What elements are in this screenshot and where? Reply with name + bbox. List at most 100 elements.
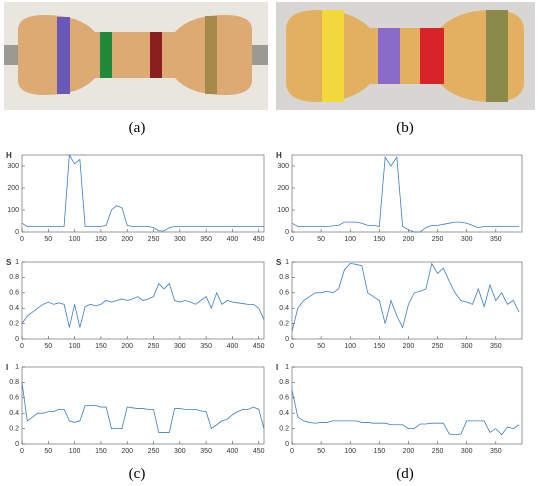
plot-frame bbox=[21, 366, 265, 445]
x-tick-label: 200 bbox=[403, 343, 415, 350]
y-tick-label: 0.8 bbox=[9, 274, 19, 281]
x-tick-label: 450 bbox=[253, 448, 265, 455]
y-tick-label: 0 bbox=[285, 441, 289, 448]
photo-a bbox=[4, 2, 268, 110]
x-tick-label: 450 bbox=[253, 236, 265, 243]
x-tick-label: 0 bbox=[290, 448, 294, 455]
x-tick-label: 150 bbox=[95, 448, 107, 455]
x-tick-label: 300 bbox=[174, 236, 186, 243]
x-tick-label: 200 bbox=[121, 448, 133, 455]
x-tick-label: 100 bbox=[344, 236, 356, 243]
plot-frame bbox=[291, 154, 523, 233]
x-tick-label: 300 bbox=[174, 448, 186, 455]
y-tick-label: 0 bbox=[15, 441, 19, 448]
x-tick-label: 0 bbox=[20, 448, 24, 455]
y-tick-label: 0.4 bbox=[9, 305, 19, 312]
y-tick-label: 0 bbox=[15, 229, 19, 236]
x-tick-label: 350 bbox=[490, 343, 502, 350]
y-tick-label: 100 bbox=[277, 207, 289, 214]
data-line bbox=[291, 390, 520, 436]
y-tick-label: 1 bbox=[285, 364, 289, 371]
x-tick-label: 50 bbox=[317, 343, 325, 350]
x-tick-label: 200 bbox=[121, 236, 133, 243]
x-tick-label: 50 bbox=[44, 236, 52, 243]
x-tick-label: 100 bbox=[69, 236, 81, 243]
data-line bbox=[291, 156, 520, 233]
axis-label: H bbox=[276, 151, 282, 160]
x-tick-label: 200 bbox=[403, 448, 415, 455]
y-tick-label: 0.8 bbox=[279, 379, 289, 386]
x-tick-label: 300 bbox=[461, 236, 473, 243]
x-tick-label: 100 bbox=[344, 448, 356, 455]
x-tick-label: 150 bbox=[95, 236, 107, 243]
y-tick-label: 300 bbox=[7, 163, 19, 170]
x-tick-label: 350 bbox=[490, 448, 502, 455]
plot-frame bbox=[21, 154, 265, 233]
y-tick-label: 0.6 bbox=[9, 395, 19, 402]
photo-b bbox=[276, 2, 535, 110]
y-tick-label: 0.6 bbox=[9, 290, 19, 297]
x-tick-label: 400 bbox=[227, 448, 239, 455]
x-tick-label: 300 bbox=[461, 343, 473, 350]
x-tick-label: 250 bbox=[432, 448, 444, 455]
data-line bbox=[21, 282, 265, 328]
axis-label: H bbox=[6, 151, 12, 160]
x-tick-label: 50 bbox=[317, 236, 325, 243]
axis-label: I bbox=[6, 363, 8, 372]
x-tick-label: 0 bbox=[290, 343, 294, 350]
y-tick-label: 0.2 bbox=[9, 425, 19, 432]
x-tick-label: 200 bbox=[403, 236, 415, 243]
x-tick-label: 400 bbox=[227, 236, 239, 243]
x-tick-label: 150 bbox=[373, 343, 385, 350]
x-tick-label: 150 bbox=[373, 236, 385, 243]
y-tick-label: 1 bbox=[285, 259, 289, 266]
x-tick-label: 300 bbox=[461, 448, 473, 455]
x-tick-label: 250 bbox=[432, 236, 444, 243]
x-tick-label: 0 bbox=[290, 236, 294, 243]
axis-label: S bbox=[276, 258, 282, 267]
caption: (a) bbox=[129, 120, 146, 136]
x-tick-label: 250 bbox=[148, 448, 160, 455]
caption: (d) bbox=[396, 466, 414, 482]
y-tick-label: 0.6 bbox=[279, 395, 289, 402]
x-tick-label: 150 bbox=[373, 448, 385, 455]
y-tick-label: 0.2 bbox=[279, 320, 289, 327]
y-tick-label: 0.6 bbox=[279, 290, 289, 297]
x-tick-label: 350 bbox=[490, 236, 502, 243]
y-tick-label: 0.8 bbox=[9, 379, 19, 386]
x-tick-label: 350 bbox=[200, 236, 212, 243]
x-tick-label: 200 bbox=[121, 343, 133, 350]
plot-frame bbox=[291, 366, 523, 445]
y-tick-label: 0.8 bbox=[279, 274, 289, 281]
x-tick-label: 250 bbox=[148, 236, 160, 243]
y-tick-label: 0.4 bbox=[279, 410, 289, 417]
axis-label: S bbox=[6, 258, 12, 267]
y-tick-label: 0.2 bbox=[279, 425, 289, 432]
x-tick-label: 150 bbox=[95, 343, 107, 350]
y-tick-label: 1 bbox=[15, 259, 19, 266]
y-tick-label: 0.4 bbox=[279, 305, 289, 312]
x-tick-label: 100 bbox=[69, 343, 81, 350]
x-tick-label: 350 bbox=[200, 343, 212, 350]
x-tick-label: 100 bbox=[344, 343, 356, 350]
y-tick-label: 1 bbox=[15, 364, 19, 371]
y-tick-label: 100 bbox=[7, 207, 19, 214]
x-tick-label: 250 bbox=[148, 343, 160, 350]
y-tick-label: 0 bbox=[285, 229, 289, 236]
x-tick-label: 0 bbox=[20, 236, 24, 243]
x-tick-label: 50 bbox=[44, 448, 52, 455]
y-tick-label: 200 bbox=[7, 185, 19, 192]
y-tick-label: 200 bbox=[277, 185, 289, 192]
plot-frame bbox=[291, 261, 523, 340]
y-tick-label: 0 bbox=[285, 336, 289, 343]
x-tick-label: 50 bbox=[317, 448, 325, 455]
axis-label: I bbox=[276, 363, 278, 372]
x-tick-label: 250 bbox=[432, 343, 444, 350]
y-tick-label: 300 bbox=[277, 163, 289, 170]
x-tick-label: 450 bbox=[253, 343, 265, 350]
x-tick-label: 0 bbox=[20, 343, 24, 350]
caption: (c) bbox=[129, 466, 146, 482]
y-tick-label: 0.2 bbox=[9, 320, 19, 327]
x-tick-label: 50 bbox=[44, 343, 52, 350]
